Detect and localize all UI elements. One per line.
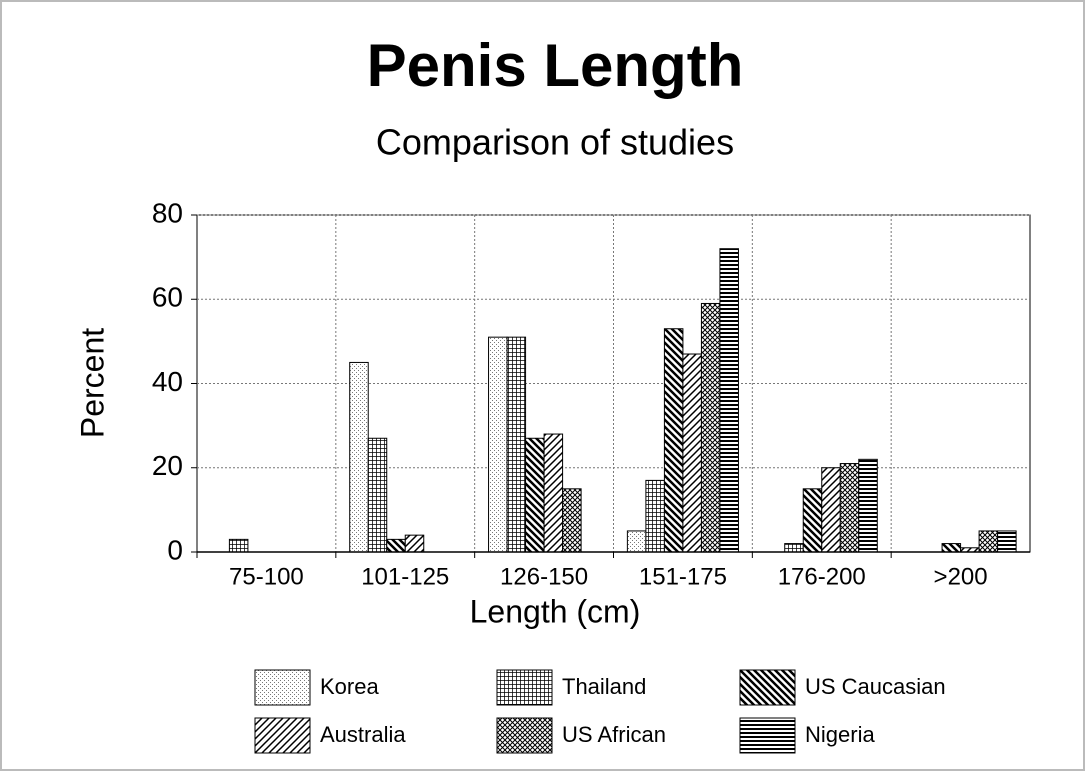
legend-swatch xyxy=(739,669,796,706)
chart-subtitle: Comparison of studies xyxy=(376,122,734,163)
y-axis-label: Percent xyxy=(74,328,110,438)
y-tick-label: 60 xyxy=(152,282,183,313)
y-tick-label: 20 xyxy=(152,450,183,481)
bar xyxy=(562,488,582,553)
legend-swatch xyxy=(496,717,553,754)
x-tick-label: 151-175 xyxy=(639,563,727,590)
x-tick-label: 176-200 xyxy=(778,563,866,590)
bar xyxy=(645,479,665,553)
legend-label: Australia xyxy=(320,722,406,747)
legend-label: Nigeria xyxy=(805,722,875,747)
y-tick-label: 40 xyxy=(152,366,183,397)
bar xyxy=(626,530,647,553)
x-tick-label: 126-150 xyxy=(500,563,588,590)
x-axis-label: Length (cm) xyxy=(470,593,641,629)
bar xyxy=(404,534,425,553)
legend-swatch xyxy=(496,669,553,706)
legend-label: US African xyxy=(562,722,666,747)
bar xyxy=(978,530,999,553)
bar xyxy=(858,458,878,553)
bar xyxy=(543,433,564,553)
bar xyxy=(700,302,721,553)
legend-swatch xyxy=(739,717,796,754)
legend-swatch xyxy=(254,669,311,706)
bar xyxy=(386,538,406,553)
bar xyxy=(682,353,702,553)
bar xyxy=(802,488,823,553)
legend-label: Korea xyxy=(320,674,379,699)
bar xyxy=(941,543,962,553)
bar xyxy=(349,361,369,553)
legend-swatch xyxy=(254,717,311,754)
x-tick-label: 75-100 xyxy=(229,563,304,590)
bar xyxy=(367,437,388,553)
x-tick-label: >200 xyxy=(934,563,988,590)
x-tick-label: 101-125 xyxy=(361,563,449,590)
y-tick-label: 80 xyxy=(152,197,183,228)
chart-title: Penis Length xyxy=(367,32,744,99)
legend-label: Thailand xyxy=(562,674,646,699)
bar xyxy=(488,336,508,553)
bar xyxy=(997,530,1017,553)
bar xyxy=(506,336,527,553)
legend-label: US Caucasian xyxy=(805,674,946,699)
bar xyxy=(821,467,841,553)
bar xyxy=(839,463,860,553)
bar xyxy=(228,538,249,553)
y-tick-label: 0 xyxy=(167,534,183,565)
bar xyxy=(525,437,545,553)
bar xyxy=(719,248,739,553)
bar xyxy=(663,328,684,553)
bar xyxy=(784,543,804,553)
